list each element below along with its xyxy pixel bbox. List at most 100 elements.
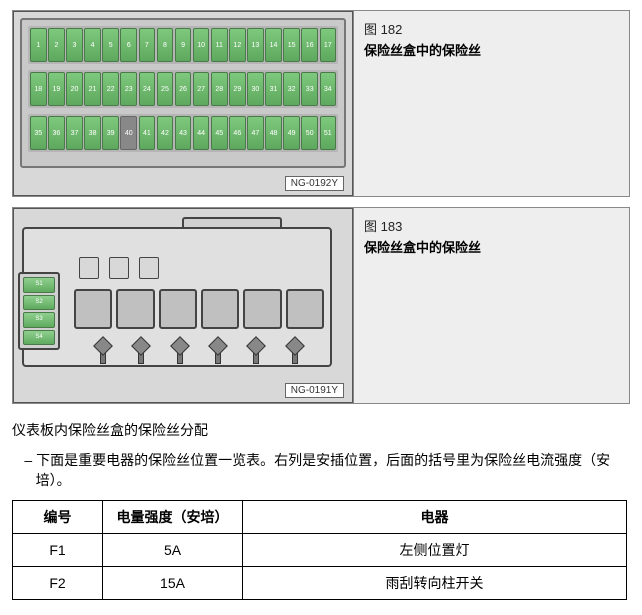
- figure-182-code: NG-0192Y: [285, 176, 344, 191]
- bolt-icon: [131, 339, 151, 369]
- col-amperage: 电量强度（安培）: [103, 501, 243, 534]
- bolt-icon: [246, 339, 266, 369]
- fuse-slot: 51: [320, 116, 337, 150]
- figure-182-caption: 图 182 保险丝盒中的保险丝: [353, 11, 629, 196]
- col-device: 电器: [243, 501, 627, 534]
- fuse-slot: 22: [102, 72, 119, 106]
- side-mini-fuse: S3: [23, 312, 55, 328]
- fuse-slot: 4: [84, 28, 101, 62]
- figure-182-image: 1234567891011121314151617181920212223242…: [13, 11, 353, 196]
- fuse-slot: 46: [229, 116, 246, 150]
- fusebox-diagram-2: S1 S2S3 S4: [22, 217, 342, 377]
- fuse-slot: 39: [102, 116, 119, 150]
- fuse-slot: 40: [120, 116, 137, 150]
- fuse-slot: 34: [320, 72, 337, 106]
- fuse-slot: 9: [175, 28, 192, 62]
- fb2-small-squares: [79, 257, 159, 279]
- fb2-body: [22, 227, 332, 367]
- fuse-slot: 13: [247, 28, 264, 62]
- fuse-slot: 2: [48, 28, 65, 62]
- fuse-slot: 17: [320, 28, 337, 62]
- cell-number: F2: [13, 567, 103, 600]
- fuse-slot: 44: [193, 116, 210, 150]
- figure-183-image: S1 S2S3 S4 NG-0191Y: [13, 208, 353, 403]
- fuse-slot: 21: [84, 72, 101, 106]
- fuse-slot: 7: [139, 28, 156, 62]
- cell-amperage: 15A: [103, 567, 243, 600]
- fuse-slot: 25: [157, 72, 174, 106]
- fuse-slot: 11: [211, 28, 228, 62]
- fuse-slot: 3: [66, 28, 83, 62]
- fuse-slot: 10: [193, 28, 210, 62]
- fuse-table: 编号 电量强度（安培） 电器 F15A左侧位置灯F215A雨刮转向柱开关: [12, 500, 627, 600]
- fuse-slot: 35: [30, 116, 47, 150]
- figure-182-number: 图 182: [364, 19, 619, 38]
- bolt-icon: [170, 339, 190, 369]
- fuse-slot: 8: [157, 28, 174, 62]
- fuse-slot: 27: [193, 72, 210, 106]
- large-fuse: [201, 289, 239, 329]
- fuse-slot: 12: [229, 28, 246, 62]
- fuse-slot: 14: [265, 28, 282, 62]
- fuse-slot: 19: [48, 72, 65, 106]
- fuse-slot: 48: [265, 116, 282, 150]
- fb2-side-fuses: S1 S2S3 S4: [18, 272, 60, 350]
- large-fuse: [159, 289, 197, 329]
- fuse-slot: 26: [175, 72, 192, 106]
- fuse-slot: 50: [301, 116, 318, 150]
- fuse-slot: 37: [66, 116, 83, 150]
- fuse-slot: 32: [283, 72, 300, 106]
- small-relay: [109, 257, 129, 279]
- section-title: 仪表板内保险丝盒的保险丝分配: [12, 420, 630, 440]
- fuse-slot: 43: [175, 116, 192, 150]
- large-fuse: [243, 289, 281, 329]
- small-relay: [139, 257, 159, 279]
- fuse-slot: 16: [301, 28, 318, 62]
- fuse-slot: 47: [247, 116, 264, 150]
- figure-183: S1 S2S3 S4 NG-0191Y 图 183 保险丝盒中的保险丝: [12, 207, 630, 404]
- small-relay: [79, 257, 99, 279]
- side-mini-fuse: S1: [23, 277, 55, 293]
- table-header-row: 编号 电量强度（安培） 电器: [13, 501, 627, 534]
- section-description: – 下面是重要电器的保险丝位置一览表。右列是安插位置，后面的括号里为保险丝电流强…: [32, 450, 630, 490]
- large-fuse: [116, 289, 154, 329]
- fuse-row: 1234567891011121314151617: [28, 26, 338, 64]
- large-fuse: [74, 289, 112, 329]
- figure-183-code: NG-0191Y: [285, 383, 344, 398]
- figure-182: 1234567891011121314151617181920212223242…: [12, 10, 630, 197]
- cell-number: F1: [13, 534, 103, 567]
- fuse-slot: 29: [229, 72, 246, 106]
- fuse-slot: 18: [30, 72, 47, 106]
- cell-device: 雨刮转向柱开关: [243, 567, 627, 600]
- side-mini-fuse: S2: [23, 295, 55, 311]
- bolt-icon: [285, 339, 305, 369]
- fuse-row: 1819202122232425262728293031323334: [28, 70, 338, 108]
- table-row: F15A左侧位置灯: [13, 534, 627, 567]
- fuse-slot: 6: [120, 28, 137, 62]
- bolt-icon: [93, 339, 113, 369]
- fuse-slot: 31: [265, 72, 282, 106]
- fb2-large-fuses: [74, 289, 324, 329]
- figure-182-title: 保险丝盒中的保险丝: [364, 40, 619, 59]
- figure-183-title: 保险丝盒中的保险丝: [364, 237, 619, 256]
- fusebox-diagram-1: 1234567891011121314151617181920212223242…: [20, 18, 346, 168]
- fuse-slot: 42: [157, 116, 174, 150]
- fuse-slot: 45: [211, 116, 228, 150]
- figure-183-number: 图 183: [364, 216, 619, 235]
- fuse-slot: 23: [120, 72, 137, 106]
- fuse-slot: 1: [30, 28, 47, 62]
- figure-183-caption: 图 183 保险丝盒中的保险丝: [353, 208, 629, 403]
- fuse-slot: 24: [139, 72, 156, 106]
- cell-device: 左侧位置灯: [243, 534, 627, 567]
- large-fuse: [286, 289, 324, 329]
- cell-amperage: 5A: [103, 534, 243, 567]
- fuse-slot: 28: [211, 72, 228, 106]
- fuse-slot: 30: [247, 72, 264, 106]
- fb2-bolt-row: [84, 339, 314, 369]
- fuse-slot: 38: [84, 116, 101, 150]
- fuse-row: 3536373839404142434445464748495051: [28, 114, 338, 152]
- side-mini-fuse: S4: [23, 330, 55, 346]
- fuse-slot: 41: [139, 116, 156, 150]
- fuse-slot: 49: [283, 116, 300, 150]
- fuse-slot: 33: [301, 72, 318, 106]
